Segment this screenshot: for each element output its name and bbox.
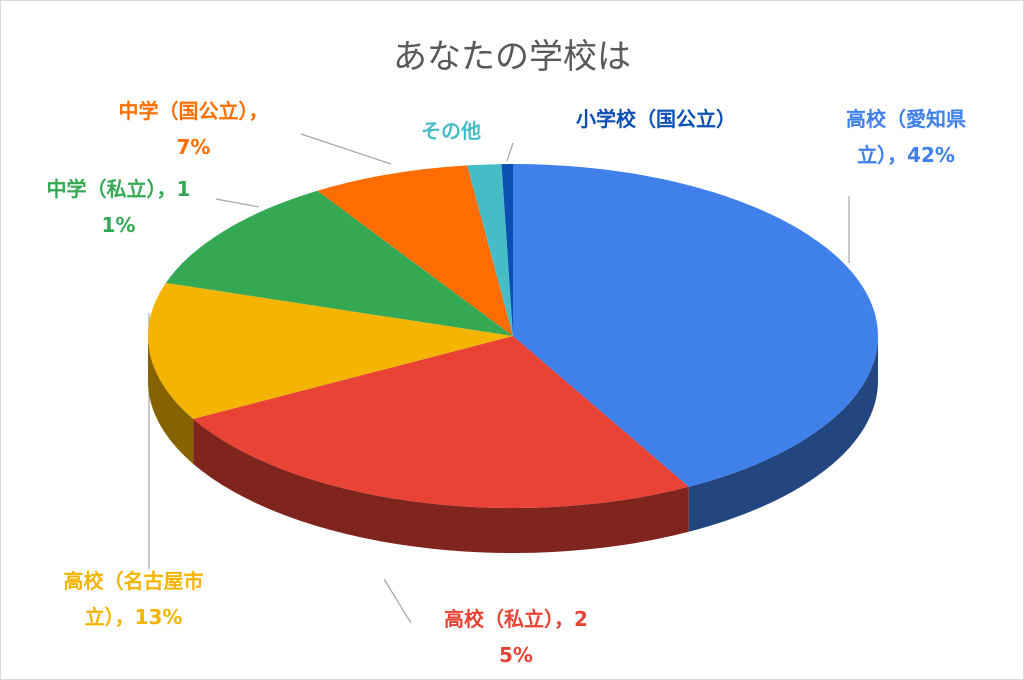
label-category: その他 bbox=[421, 119, 481, 143]
slice bbox=[148, 282, 513, 419]
slice bbox=[513, 164, 879, 487]
label-value: 11% bbox=[101, 177, 191, 237]
label-separator: ， bbox=[554, 607, 575, 631]
label-category: 高校（名古屋市立） bbox=[63, 569, 204, 629]
slice-tops bbox=[148, 164, 879, 508]
label-category: 小学校（国公立） bbox=[576, 107, 736, 131]
slice-sides bbox=[148, 336, 878, 553]
label-category: 中学（私立） bbox=[46, 177, 157, 201]
data-label: 中学（国公立）， 7% bbox=[111, 93, 276, 165]
chart-title: あなたの学校は bbox=[393, 37, 631, 77]
data-label: その他 bbox=[401, 113, 501, 149]
label-value: 13% bbox=[134, 605, 183, 629]
slice bbox=[193, 336, 689, 508]
label-category: 高校（愛知県立） bbox=[846, 107, 966, 167]
label-value: 42% bbox=[907, 143, 955, 167]
data-label: 高校（私立），25% bbox=[441, 601, 591, 673]
label-category: 高校（私立） bbox=[444, 607, 555, 631]
slice bbox=[467, 164, 513, 336]
label-separator: ， bbox=[887, 143, 908, 167]
slice bbox=[317, 165, 513, 336]
leader-line bbox=[300, 133, 392, 165]
label-value: 25% bbox=[499, 607, 588, 667]
data-label: 高校（名古屋市立），13% bbox=[61, 563, 206, 635]
label-separator: ， bbox=[248, 99, 269, 123]
label-separator: ， bbox=[114, 605, 135, 629]
slice-side bbox=[193, 418, 689, 553]
leader-line bbox=[215, 198, 260, 208]
slice-side bbox=[688, 336, 878, 532]
label-category: 中学（国公立） bbox=[118, 99, 249, 123]
label-value: 7% bbox=[176, 135, 211, 159]
slice-side bbox=[148, 336, 194, 464]
data-label: 小学校（国公立） bbox=[541, 101, 771, 137]
slice bbox=[501, 164, 513, 336]
slice bbox=[165, 190, 513, 336]
label-separator: ， bbox=[156, 177, 177, 201]
data-label: 高校（愛知県立），42% bbox=[841, 101, 971, 173]
leader-line bbox=[506, 142, 514, 162]
leader-line bbox=[383, 578, 412, 624]
data-label: 中学（私立），11% bbox=[46, 171, 191, 243]
